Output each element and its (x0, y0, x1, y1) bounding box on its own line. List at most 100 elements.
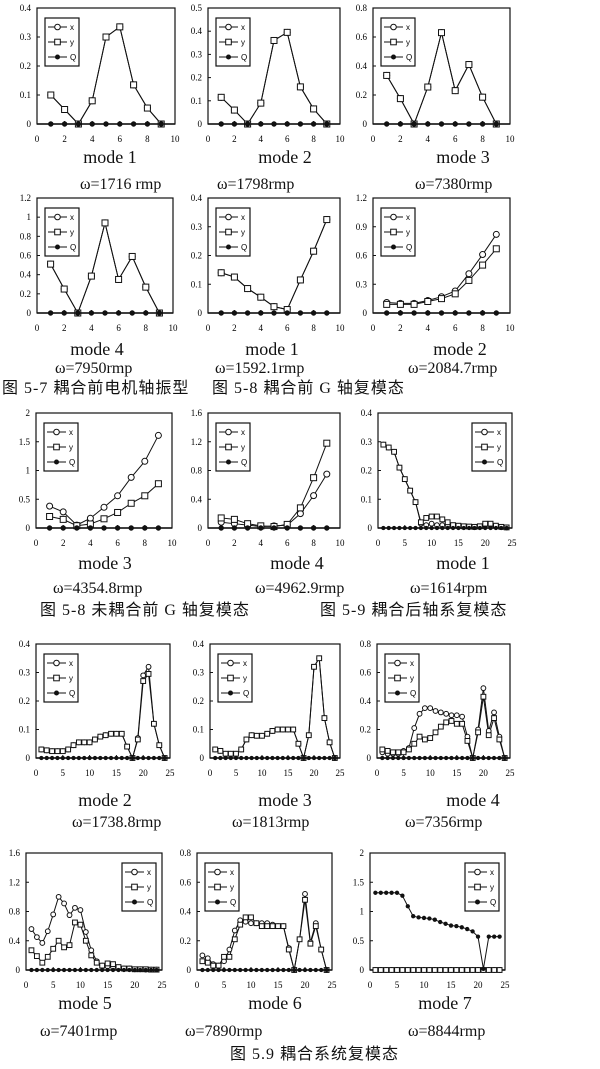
marker-y-square (225, 443, 232, 451)
marker-x-circle (453, 712, 460, 719)
marker-x-circle (199, 952, 206, 959)
marker-y-square (296, 504, 304, 512)
marker-q-dot (130, 755, 135, 761)
x-tick-label: 4 (89, 323, 94, 333)
marker-q-dot (110, 967, 116, 973)
marker-y-square (379, 746, 386, 753)
marker-q-dot (438, 310, 445, 316)
marker-y-square (384, 747, 391, 754)
x-tick-label: 0 (208, 768, 213, 778)
y-tick-label: 0.8 (356, 3, 368, 13)
y-tick-label: 0.1 (193, 725, 204, 735)
marker-y-square (442, 967, 449, 973)
marker-q-dot (390, 54, 397, 60)
marker-q-dot (397, 310, 404, 316)
marker-y-square (221, 953, 227, 960)
marker-y-square (296, 276, 304, 284)
x-tick-label: 15 (103, 980, 113, 990)
x-tick-label: 10 (427, 538, 437, 548)
x-tick-label: 0 (35, 134, 40, 144)
marker-y-square (269, 923, 276, 930)
marker-q-dot (148, 967, 154, 973)
marker-q-dot (116, 967, 121, 973)
x-tick-label: 20 (310, 768, 320, 778)
marker-x-circle (437, 709, 444, 716)
chart-frequency: ω=2084.7rmp (408, 360, 498, 377)
marker-q-dot (297, 525, 304, 531)
marker-q-dot (71, 755, 76, 761)
marker-q-dot (397, 121, 404, 127)
marker-q-dot (89, 121, 95, 127)
marker-q-dot (425, 310, 431, 316)
marker-x-circle (33, 934, 40, 940)
marker-q-dot (497, 755, 502, 761)
marker-q-dot (244, 121, 251, 127)
marker-y-square (406, 746, 412, 753)
marker-y-square (437, 723, 444, 730)
marker-q-dot (100, 967, 105, 973)
x-tick-label: 15 (454, 538, 464, 548)
y-tick-label: 0.1 (191, 279, 202, 289)
marker-y-square (412, 499, 419, 506)
marker-y-square (92, 736, 98, 743)
marker-y-square (475, 729, 481, 736)
x-tick-label: 15 (284, 768, 294, 778)
marker-q-dot (466, 310, 472, 316)
x-tick-label: 5 (61, 768, 66, 778)
marker-q-dot (254, 755, 259, 761)
marker-q-dot (483, 525, 488, 531)
marker-y-square (264, 730, 271, 737)
chart-frequency: ω=7380rmp (415, 176, 493, 193)
chart-13: 0 0.4 0.8 1.2 1.6 0 5 10 15 20 25 xyQ (9, 848, 167, 990)
legend-label-Q: Q (69, 689, 75, 698)
marker-y-square (432, 729, 439, 736)
marker-y-square (485, 967, 492, 973)
marker-y-square (485, 732, 492, 739)
legend-label-x: x (69, 659, 73, 668)
marker-y-square (383, 967, 390, 973)
y-tick-label: 0.1 (20, 90, 31, 100)
x-tick-label: 0 (376, 538, 381, 548)
y-tick-label: 0.3 (191, 222, 203, 232)
y-tick-label: 0.4 (180, 907, 192, 917)
marker-x-circle (432, 708, 439, 714)
marker-y-square (465, 61, 473, 69)
marker-q-dot (227, 690, 234, 696)
marker-q-dot (310, 525, 317, 531)
marker-y-square (59, 748, 66, 755)
marker-q-dot (418, 525, 424, 531)
marker-q-dot (448, 923, 454, 928)
chart-title: mode 7 (418, 993, 472, 1013)
marker-y-square (428, 513, 435, 520)
x-tick-label: 0 (375, 768, 380, 778)
marker-q-dot (400, 893, 405, 898)
marker-x-circle (100, 503, 108, 511)
marker-y-square (423, 515, 430, 521)
marker-y-square (390, 228, 397, 236)
legend-label-y: y (406, 38, 410, 47)
marker-x-circle (54, 23, 61, 31)
chart-title: mode 5 (58, 993, 112, 1013)
marker-q-dot (75, 310, 81, 316)
chart-title: mode 2 (258, 147, 312, 167)
legend-label-x: x (69, 428, 73, 437)
marker-x-circle (55, 893, 62, 900)
figure-caption: 图 5-8 耦合前 G 轴复模态 (212, 380, 405, 397)
marker-q-dot (128, 525, 134, 531)
marker-q-dot (265, 967, 270, 973)
y-tick-label: 0 (198, 308, 203, 318)
x-tick-label: 0 (371, 323, 376, 333)
marker-q-dot (504, 525, 509, 531)
marker-x-circle (428, 520, 435, 527)
y-tick-label: 0.1 (191, 96, 202, 106)
marker-q-dot (254, 967, 259, 973)
marker-q-dot (87, 755, 92, 761)
marker-y-square (114, 508, 122, 516)
marker-q-dot (452, 121, 458, 127)
marker-y-square (431, 967, 438, 973)
x-tick-label: 0 (195, 980, 200, 990)
legend-label-Q: Q (497, 458, 503, 467)
marker-y-square (458, 967, 465, 973)
marker-x-circle (61, 900, 67, 907)
chart-frequency: ω=1592.1rmp (215, 360, 305, 377)
